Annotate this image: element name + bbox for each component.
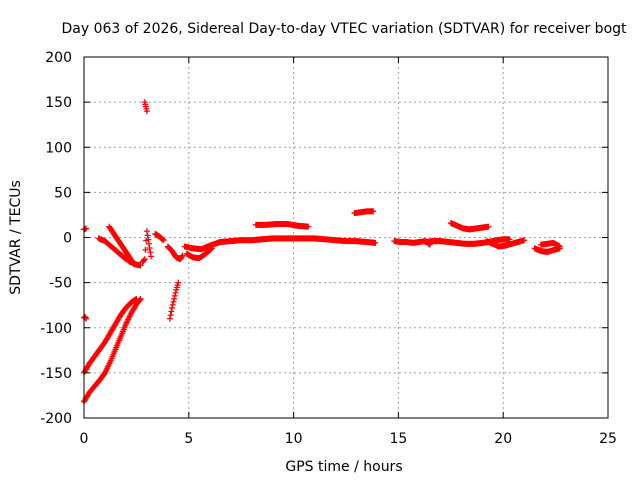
data-point <box>131 261 138 268</box>
x-axis-label: GPS time / hours <box>285 459 402 475</box>
data-point <box>208 246 215 253</box>
data-point <box>159 236 166 243</box>
x-tick-label: 0 <box>80 431 89 447</box>
y-tick-label: -100 <box>40 321 72 337</box>
x-tick-label: 15 <box>389 431 407 447</box>
data-point <box>137 295 144 302</box>
data-point <box>145 236 152 243</box>
data-point <box>172 289 179 296</box>
data-point <box>143 108 150 115</box>
data-point <box>167 312 174 319</box>
data-point <box>178 253 185 260</box>
data-point <box>169 304 176 311</box>
data-point <box>168 308 175 315</box>
data-point <box>179 252 186 259</box>
y-axis: -200 -150 -100 -50 0 50 100 150 200 <box>40 50 608 427</box>
x-tick-label: 5 <box>184 431 193 447</box>
data-point <box>146 245 153 252</box>
data-point <box>160 237 167 244</box>
data-point <box>141 256 148 263</box>
data-point <box>171 295 178 302</box>
data-point <box>136 296 143 303</box>
y-tick-label: 100 <box>45 140 72 156</box>
x-tick-label: 20 <box>494 431 512 447</box>
data-point <box>147 249 154 256</box>
y-tick-label: 200 <box>45 50 72 66</box>
data-point <box>170 298 177 305</box>
data-point <box>159 236 166 243</box>
y-tick-label: -150 <box>40 366 72 382</box>
data-point <box>144 232 151 239</box>
gridlines <box>84 57 608 418</box>
data-points <box>81 99 563 405</box>
y-tick-label: -50 <box>49 276 72 292</box>
data-point <box>556 243 563 250</box>
y-tick-label: 150 <box>45 95 72 111</box>
data-point <box>137 262 144 269</box>
data-point <box>166 315 173 322</box>
data-point <box>305 223 312 230</box>
data-point <box>372 239 379 246</box>
y-tick-label: 50 <box>54 185 72 201</box>
x-axis: 0 5 10 15 20 25 <box>80 57 617 447</box>
data-point <box>171 292 178 299</box>
chart-title: Day 063 of 2026, Sidereal Day-to-day VTE… <box>61 21 627 37</box>
data-point <box>143 228 150 235</box>
y-tick-label: 0 <box>63 231 72 247</box>
y-axis-label: SDTVAR / TECUs <box>8 180 24 295</box>
y-tick-label: -200 <box>40 411 72 427</box>
data-point <box>485 223 492 230</box>
x-tick-label: 10 <box>285 431 303 447</box>
x-tick-label: 25 <box>599 431 617 447</box>
data-point <box>141 257 148 264</box>
data-point <box>208 245 215 252</box>
data-point <box>145 240 152 247</box>
data-point <box>521 237 528 244</box>
data-point <box>130 260 137 267</box>
data-point <box>148 253 155 260</box>
data-point <box>175 279 182 286</box>
data-point <box>169 301 176 308</box>
data-point <box>370 208 377 215</box>
data-point <box>142 246 149 253</box>
